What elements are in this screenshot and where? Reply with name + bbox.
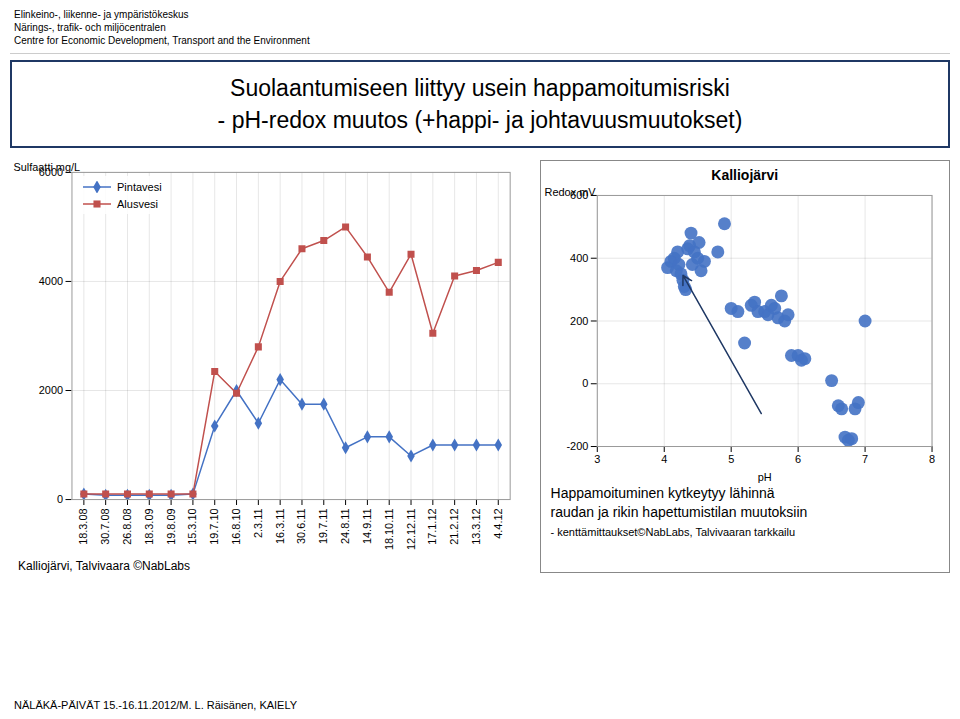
svg-text:6: 6: [795, 453, 801, 465]
svg-text:-200: -200: [566, 440, 588, 452]
svg-text:24.8.11: 24.8.11: [339, 508, 351, 544]
svg-text:pH: pH: [757, 471, 771, 483]
svg-text:400: 400: [570, 252, 588, 264]
html-text:Pintavesi: Pintavesi: [117, 180, 162, 193]
svg-text:30.7.08: 30.7.08: [99, 508, 111, 544]
svg-text:14.9.11: 14.9.11: [361, 508, 373, 544]
svg-text:26.8.08: 26.8.08: [121, 508, 133, 544]
html-text:Elinkeino-, liikenne- ja ympär: Elinkeino-, liikenne- ja ympäristökeskus: [14, 9, 189, 20]
svg-text:18.10.11: 18.10.11: [383, 508, 395, 550]
html-text:- kenttämittaukset©NabLabs, Ta: - kenttämittaukset©NabLabs, Talvivaaran …: [550, 525, 796, 538]
svg-text:7: 7: [862, 453, 868, 465]
svg-text:18.3.08: 18.3.08: [77, 508, 89, 544]
svg-text:18.3.09: 18.3.09: [143, 508, 155, 544]
svg-text:12.12.11: 12.12.11: [405, 508, 417, 550]
svg-text:17.1.12: 17.1.12: [426, 508, 438, 544]
svg-text:4.4.12: 4.4.12: [492, 508, 504, 538]
svg-text:4000: 4000: [39, 275, 63, 287]
svg-text:2.3.11: 2.3.11: [252, 508, 264, 537]
svg-text:8: 8: [929, 453, 935, 465]
svg-text:3: 3: [594, 453, 600, 465]
html-text:Kalliojärvi, Talvivaara ©NabLa: Kalliojärvi, Talvivaara ©NabLabs: [18, 558, 190, 573]
html-text:Alusvesi: Alusvesi: [117, 197, 158, 210]
html-text:Kalliojärvi: Kalliojärvi: [711, 167, 779, 183]
svg-text:30.6.11: 30.6.11: [295, 508, 307, 544]
svg-text:21.2.12: 21.2.12: [448, 508, 460, 544]
html-text:Centre for Economic Developmen: Centre for Economic Development, Transpo…: [14, 35, 310, 46]
html-text:Suolaantumiseen liittyy usein: Suolaantumiseen liittyy usein happamoitu…: [230, 75, 730, 101]
html-text:NÄLÄKÄ-PÄIVÄT 15.-16.11.2012/M: NÄLÄKÄ-PÄIVÄT 15.-16.11.2012/M. L. Räisä…: [14, 699, 298, 711]
svg-text:16.8.10: 16.8.10: [230, 508, 242, 544]
svg-text:2000: 2000: [39, 384, 63, 396]
svg-text:19.7.10: 19.7.10: [208, 508, 220, 544]
html-text:raudan ja rikin hapettumistila: raudan ja rikin hapettumistilan muutoksi…: [550, 503, 808, 520]
svg-text:Redox mV: Redox mV: [544, 186, 596, 198]
svg-text:19.8.09: 19.8.09: [165, 508, 177, 544]
svg-text:0: 0: [582, 377, 588, 389]
svg-text:16.3.11: 16.3.11: [274, 508, 286, 544]
svg-text:4: 4: [661, 453, 667, 465]
svg-text:Sulfaatti mg/L: Sulfaatti mg/L: [13, 161, 80, 173]
svg-text:0: 0: [57, 493, 63, 505]
html-text:Närings-, trafik- och miljöcen: Närings-, trafik- och miljöcentralen: [14, 22, 166, 33]
svg-text:13.3.12: 13.3.12: [470, 508, 482, 544]
svg-text:15.3.10: 15.3.10: [186, 508, 198, 544]
svg-text:200: 200: [570, 314, 588, 326]
html-text:Happamoituminen kytkeytyy lähi: Happamoituminen kytkeytyy lähinnä: [550, 484, 775, 501]
svg-text:19.7.11: 19.7.11: [317, 508, 329, 544]
html-text:- pH-redox muutos (+happi- ja: - pH-redox muutos (+happi- ja johtavuusm…: [217, 107, 743, 133]
svg-text:5: 5: [728, 453, 734, 465]
